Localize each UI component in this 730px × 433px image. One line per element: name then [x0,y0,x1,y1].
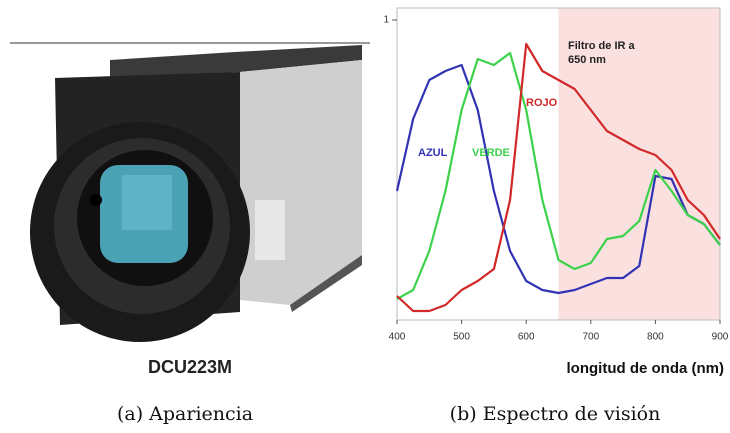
x-tick-label: 800 [647,332,664,343]
figure: DCU223M (a) Apariencia (b) Espectro de v… [0,0,730,433]
chart: 1 400 500 600 700 800 900 longitud de onda (nm)… [383,8,728,377]
photo-label: DCU223M [148,357,232,377]
x-tick-label: 700 [582,332,599,343]
series-label: VERDE [472,147,510,159]
x-axis-label: longitud de onda (nm) [567,360,724,377]
series-label: AZUL [418,147,448,159]
caption: (b) Espectro de visión [450,403,661,425]
x-tick-label: 500 [453,332,470,343]
x-tick-label: 600 [518,332,535,343]
annotation: Filtro de IR a [568,40,636,52]
series-label: ROJO [526,97,558,109]
x-tick-label: 900 [712,332,729,343]
annotation: 650 nm [568,54,606,66]
y-tick-label: 1 [383,15,389,26]
camera-label [255,200,285,260]
sensor [122,175,172,230]
x-tick-label: 400 [389,332,406,343]
lens-dot [90,194,102,206]
caption: (a) Apariencia [117,403,253,425]
camera-photo: DCU223M [10,43,370,377]
